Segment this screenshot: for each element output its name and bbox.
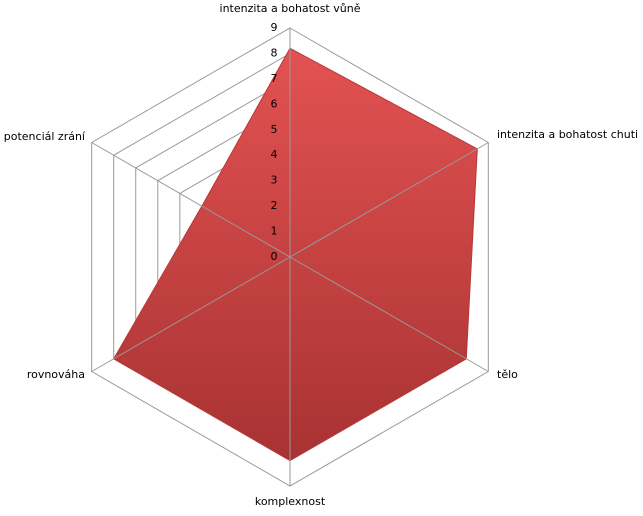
r-tick-label: 4 (271, 148, 278, 161)
r-tick-label: 0 (271, 250, 278, 263)
r-tick-label: 8 (271, 46, 278, 59)
category-label: rovnováha (27, 368, 85, 381)
r-tick-label: 7 (271, 72, 278, 85)
spoke (91, 256, 291, 372)
data-area (113, 47, 478, 462)
category-label: potenciál zrání (4, 130, 86, 143)
spoke (91, 142, 291, 258)
r-tick-label: 3 (271, 174, 278, 187)
r-tick-label: 1 (271, 225, 278, 238)
spoke (289, 142, 489, 258)
r-tick-label: 9 (271, 21, 278, 34)
r-tick-label: 5 (271, 123, 278, 136)
category-label: intenzita a bohatost chuti (497, 128, 638, 141)
r-tick-label: 2 (271, 199, 278, 212)
category-label: komplexnost (255, 495, 326, 508)
category-label: intenzita a bohatost vůně (220, 2, 361, 15)
r-tick-label: 6 (271, 97, 278, 110)
category-label: tělo (497, 368, 518, 381)
spoke (289, 256, 489, 372)
